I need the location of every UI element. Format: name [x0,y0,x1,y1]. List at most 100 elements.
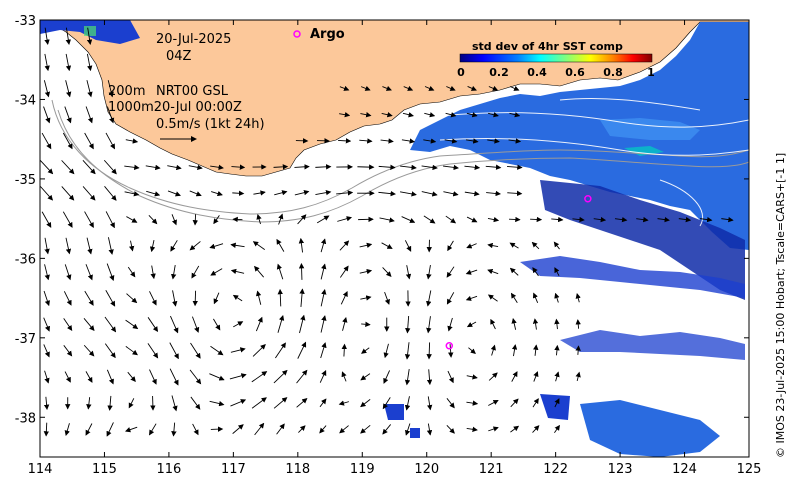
current-vector [232,190,245,196]
current-vector [189,241,201,251]
y-tick-label: -38 [15,411,36,426]
current-vector [554,398,560,408]
current-vector [572,216,585,223]
current-vector [253,190,266,196]
current-vector [426,265,432,280]
current-vector [65,53,72,72]
current-vector [447,240,454,252]
current-vector [85,423,93,436]
current-vector [405,265,412,280]
current-vector [104,185,117,201]
current-vector [614,216,628,223]
current-vector [445,112,457,118]
current-vector [361,347,370,354]
current-vector [277,314,285,333]
current-vector [230,268,245,275]
current-vector [213,215,220,225]
product-label: NRT00 GSL [156,84,229,99]
current-vector [401,216,416,223]
current-vector [65,237,72,255]
current-vector [172,290,178,307]
x-tick-label: 116 [156,462,181,477]
current-vector [147,317,159,333]
current-vector [426,369,433,386]
current-vector [447,370,454,384]
current-vector [448,344,454,358]
current-vector [210,268,223,276]
current-vector [230,399,247,407]
current-vector [298,425,306,433]
x-tick-label: 124 [672,462,697,477]
current-vector [533,344,539,356]
current-vector [468,347,476,354]
current-vector [360,424,371,434]
current-vector [149,423,157,436]
current-vector [404,396,411,411]
current-vector [273,369,288,384]
current-vector [169,368,179,386]
current-vector [319,398,327,408]
current-vector [404,369,411,386]
current-vector [360,398,371,408]
current-vector [405,423,411,436]
current-vector [105,290,116,307]
current-vector [421,164,438,171]
current-vector [84,290,94,306]
current-vector [466,112,478,118]
argo-float-marker [584,195,592,203]
current-vector [44,370,50,384]
current-vector [299,288,305,307]
current-vector [383,370,391,384]
current-vector [509,216,521,223]
current-vector [86,237,93,255]
current-vector [466,216,478,223]
current-vector [82,186,96,201]
date-label: 20-Jul-2025 [156,32,231,47]
current-vector [86,397,92,410]
current-vector [105,132,115,150]
current-vector [256,213,262,225]
current-vector [84,132,94,150]
x-tick-label: 119 [350,462,375,477]
current-vector [511,317,517,330]
current-vector [192,423,199,436]
current-vector [593,216,607,223]
current-vector [490,318,496,330]
colorbar-tick-label: 0.8 [603,66,623,79]
current-vector [426,342,432,360]
current-vector [509,242,519,249]
argo-markers [445,195,592,350]
current-vector [105,211,115,229]
current-vector [486,190,501,197]
current-vector [509,112,521,118]
current-vector [150,265,156,280]
current-vector [149,240,156,253]
current-vector [231,164,246,170]
current-vector [424,112,436,118]
current-vector [488,400,499,406]
current-vector [64,106,72,124]
sst-contours [439,97,749,227]
current-vector [319,370,327,383]
current-vector [532,398,539,408]
current-vector [65,80,72,98]
current-vector [443,191,459,197]
current-vector [446,85,456,91]
current-vector [532,267,539,277]
current-vector [86,27,93,45]
current-vector [446,398,455,409]
current-vector [83,317,95,332]
y-tick-label: -33 [15,14,36,29]
colorbar-title: std dev of 4hr SST comp [472,40,623,53]
current-vector [255,316,263,332]
current-vector [84,211,94,229]
current-vector [464,164,481,170]
y-axis: -33 -34 -35 -36 -37 -38 [15,14,749,426]
x-tick-label: 125 [737,462,762,477]
y-tick-label: -35 [15,173,36,188]
current-vector [40,160,54,175]
current-vector [41,211,52,228]
current-vector [107,395,113,411]
current-vector [171,422,177,437]
